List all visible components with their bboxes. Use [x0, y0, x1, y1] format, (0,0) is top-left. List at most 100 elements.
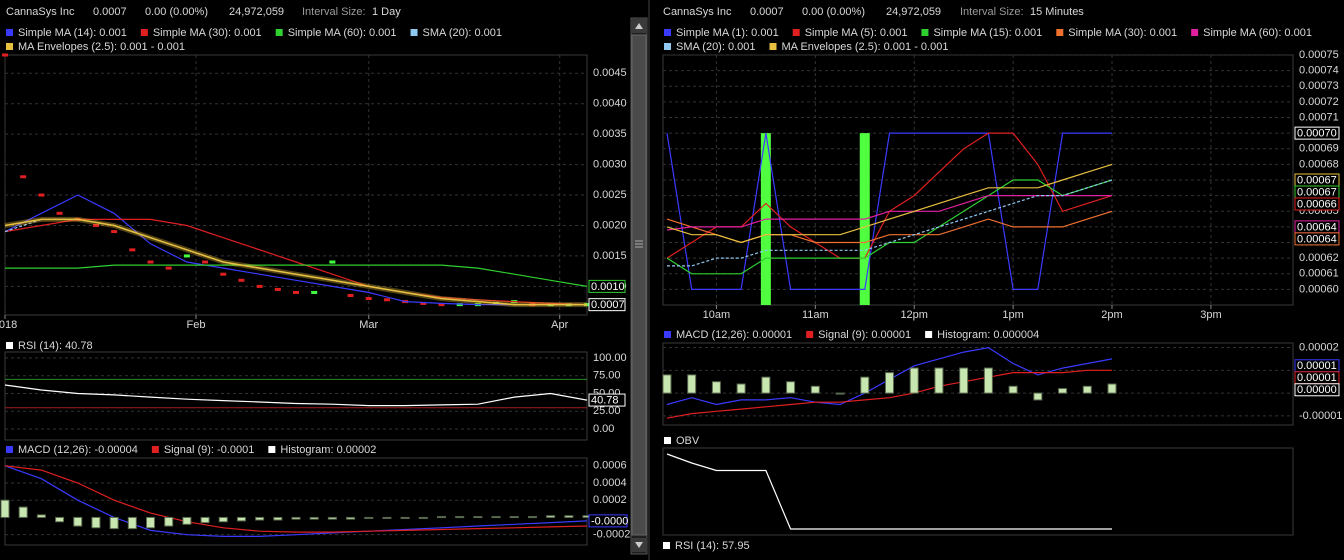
price-bar: [2, 53, 8, 57]
price-bar: [220, 272, 227, 276]
legend-label: Simple MA (1): 0.001: [676, 27, 779, 39]
y-tick-label: 0.00062: [1299, 252, 1339, 264]
histogram-bar: [127, 516, 137, 530]
y-tick-label: 25.00: [593, 405, 621, 417]
legend-label: Simple MA (14): 0.001: [18, 27, 127, 39]
y-tick-label: 75.00: [593, 370, 621, 382]
x-tick-label: Mar: [359, 319, 378, 331]
histogram-bar: [91, 516, 101, 529]
histogram-bar: [327, 516, 337, 520]
price-bar: [56, 211, 63, 215]
value-box: [1294, 383, 1340, 397]
histogram-bar: [786, 381, 796, 394]
series-line: [4, 465, 588, 537]
price-bar: [347, 294, 354, 298]
histogram-bar: [200, 516, 210, 524]
plot-frame: [4, 351, 588, 441]
series-line: [667, 179, 1113, 267]
histogram-bar: [1058, 388, 1068, 394]
value-box-label: 0.00070: [1297, 128, 1337, 140]
x-tick-label: Apr: [551, 319, 568, 331]
histogram-bar: [1008, 385, 1018, 394]
header-symbol: CannaSys Inc: [6, 6, 75, 18]
y-tick-label: 0.00073: [1299, 80, 1339, 92]
histogram-bar: [273, 516, 283, 521]
plot-frame: [4, 54, 588, 316]
value-box-label: 0.00067: [1297, 174, 1337, 186]
price-bar: [165, 266, 172, 270]
header-volume: 24,972,059: [886, 6, 941, 18]
header-interval: 15 Minutes: [1030, 6, 1084, 18]
histogram-bar: [400, 516, 410, 519]
price-bar: [293, 290, 299, 294]
legend-swatch: [140, 29, 148, 36]
histogram-bar: [527, 516, 537, 519]
scroll-grip: [635, 240, 643, 248]
value-box-label: 0.00064: [1297, 221, 1337, 233]
legend-swatch: [921, 29, 929, 36]
y-tick-label: 0.00072: [1299, 96, 1339, 108]
x-tick-label: 2pm: [1101, 309, 1122, 321]
x-tick-label: 10am: [703, 309, 731, 321]
legend-swatch: [664, 331, 671, 338]
legend-swatch: [6, 29, 13, 36]
value-box: [1294, 126, 1340, 140]
legend-label: Simple MA (60): 0.001: [1203, 27, 1312, 39]
legend-label: SMA (20): 0.001: [676, 41, 756, 53]
value-box-label: 0.00067: [1297, 186, 1337, 198]
series-line: [4, 465, 588, 533]
legend-swatch: [664, 43, 671, 50]
header-volume: 24,972,059: [229, 6, 284, 18]
price-bar: [129, 248, 136, 252]
price-bar: [92, 223, 99, 227]
y-tick-label: 0.00069: [1299, 143, 1339, 155]
y-tick-label: 0.00075: [1299, 49, 1339, 61]
series-line: [4, 384, 588, 407]
histogram-bar: [835, 392, 845, 395]
legend-swatch: [151, 446, 159, 453]
y-tick-label: 0.0030: [593, 159, 627, 171]
y-tick-label: 100.00: [593, 352, 627, 364]
legend-swatch: [6, 43, 13, 50]
histogram-bar: [182, 516, 192, 525]
y-tick-label: 0.00: [593, 423, 614, 435]
scroll-thumb[interactable]: [631, 34, 647, 536]
histogram-bar: [164, 516, 174, 527]
series-line: [4, 218, 588, 306]
x-tick-label: 11am: [802, 309, 829, 321]
legend-label: Simple MA (5): 0.001: [805, 27, 908, 39]
price-bar: [202, 260, 209, 264]
value-box: [588, 279, 626, 293]
histogram-bar: [711, 381, 721, 394]
price-bar: [20, 175, 27, 179]
histogram-bar: [810, 385, 820, 394]
legend-swatch: [1056, 29, 1064, 36]
header-interval-label: Interval Size:: [302, 6, 366, 18]
y-tick-label: 0.00061: [1299, 268, 1339, 280]
y-tick-label: 0.0020: [593, 219, 627, 231]
value-box-label: 0.0010: [591, 281, 625, 293]
value-box: [588, 393, 626, 407]
histogram-bar: [146, 516, 155, 529]
legend-swatch: [664, 437, 671, 444]
legend-swatch: [268, 446, 276, 453]
y-tick-label: -0.00001: [1299, 410, 1342, 422]
histogram-bar: [761, 376, 771, 394]
histogram-bar: [364, 516, 374, 519]
header-change: 0.00 (0.00%): [145, 6, 208, 18]
value-box-label: 0.00064: [1297, 233, 1337, 245]
legend-label: Simple MA (60): 0.001: [288, 27, 397, 39]
value-box-label: 0.00001: [1297, 360, 1337, 372]
price-bar: [238, 278, 245, 282]
header-symbol: CannaSys Inc: [663, 6, 732, 18]
histogram-bar: [291, 516, 301, 520]
histogram-bar: [309, 516, 319, 520]
value-box-label: 40.78: [591, 394, 619, 406]
histogram-bar: [884, 372, 894, 394]
y-tick-label: 0.00002: [1299, 341, 1339, 353]
price-bar: [365, 297, 372, 301]
histogram-bar: [236, 516, 246, 522]
legend-swatch: [925, 331, 933, 338]
